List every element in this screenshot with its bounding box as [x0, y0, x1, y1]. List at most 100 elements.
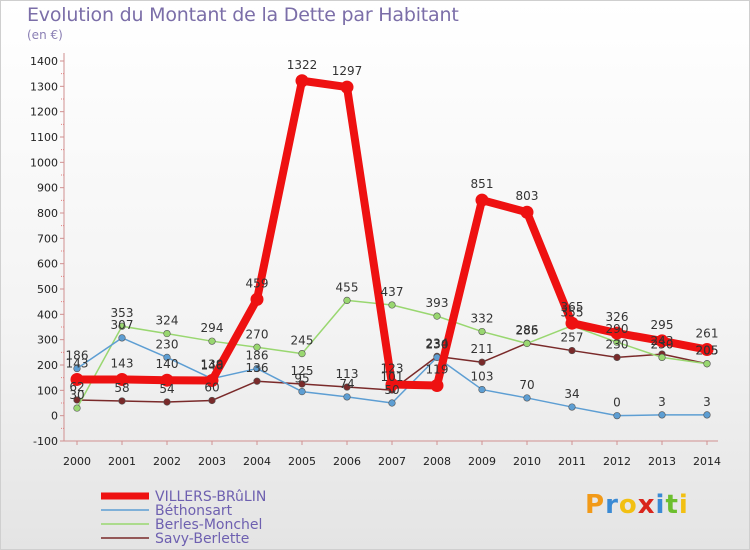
y-tick-label: 900: [37, 182, 58, 195]
legend-label: Berles-Monchel: [155, 517, 262, 533]
data-point: [568, 346, 576, 355]
data-point: [343, 393, 351, 401]
data-label: 295: [651, 318, 674, 332]
y-tick-label: 100: [37, 384, 58, 397]
data-point: [478, 385, 486, 394]
data-point: [655, 334, 669, 348]
data-label: 1322: [287, 58, 318, 72]
y-tick-label: -100: [33, 435, 58, 448]
data-label: 230: [651, 337, 674, 351]
y-tick-label: 1400: [30, 55, 58, 68]
data-label: 146: [201, 359, 224, 373]
y-tick-label: 300: [37, 334, 58, 347]
data-label: 294: [201, 321, 224, 335]
data-label: 140: [156, 357, 179, 371]
data-label: 851: [471, 177, 494, 191]
data-label: 326: [606, 310, 629, 324]
data-point: [520, 205, 534, 219]
data-label: 257: [561, 331, 584, 345]
y-tick-label: 700: [37, 232, 58, 245]
data-label: 365: [561, 300, 584, 314]
data-label: 393: [426, 296, 449, 310]
data-point: [208, 337, 216, 345]
data-point: [385, 378, 399, 392]
data-point: [610, 326, 624, 340]
data-label: 186: [66, 349, 89, 363]
logo-letter: x: [637, 490, 656, 520]
series-layer: [70, 74, 714, 420]
data-point: [73, 364, 81, 373]
x-tick-label: 2001: [108, 455, 136, 468]
x-tick-label: 2007: [378, 455, 406, 468]
data-point: [523, 394, 531, 402]
data-label: 186: [246, 349, 269, 363]
data-label: 0: [613, 396, 621, 410]
data-point: [163, 398, 171, 406]
data-point: [613, 353, 621, 362]
x-tick-label: 2009: [468, 455, 496, 468]
data-point: [388, 301, 396, 309]
data-point: [703, 411, 711, 419]
legend-label: VILLERS-BRûLIN: [155, 489, 266, 505]
y-tick-label: 600: [37, 258, 58, 271]
x-tick-label: 2013: [648, 455, 676, 468]
y-tick-label: 200: [37, 359, 58, 372]
y-tick-label: 1100: [30, 131, 58, 144]
x-tick-label: 2002: [153, 455, 181, 468]
legend-label: Savy-Berlette: [155, 531, 249, 547]
data-label: 437: [381, 285, 404, 299]
data-point: [433, 312, 441, 320]
data-label: 353: [111, 306, 134, 320]
y-tick-label: 1000: [30, 156, 58, 169]
data-label: 1297: [332, 64, 363, 78]
data-label: 101: [381, 370, 404, 384]
data-point: [478, 327, 486, 336]
x-tick-label: 2014: [693, 455, 721, 468]
x-tick-label: 2006: [333, 455, 361, 468]
data-label: 3: [703, 395, 711, 409]
data-point: [700, 343, 714, 357]
x-tick-label: 2004: [243, 455, 271, 468]
data-point: [298, 350, 306, 358]
data-label: 332: [471, 312, 494, 326]
data-label: 34: [564, 387, 579, 401]
data-label: 119: [426, 363, 449, 377]
data-point: [205, 373, 219, 387]
logo-letter: i: [678, 490, 689, 520]
data-label: 211: [471, 342, 494, 356]
data-label: 125: [291, 364, 314, 378]
data-label: 54: [159, 382, 174, 396]
data-point: [118, 334, 126, 342]
data-label: 286: [516, 323, 539, 337]
data-label: 123: [381, 362, 404, 376]
data-point: [208, 396, 216, 405]
data-label: 139: [201, 357, 224, 371]
data-label: 324: [156, 314, 179, 328]
data-point: [343, 383, 351, 391]
chart-subtitle: (en €): [27, 28, 63, 42]
data-label: 307: [111, 318, 134, 332]
data-label: 245: [291, 334, 314, 348]
data-label: 60: [204, 380, 219, 394]
y-tick-label: 800: [37, 207, 58, 220]
data-label: 50: [384, 383, 399, 397]
y-tick-label: 400: [37, 308, 58, 321]
data-point: [703, 360, 711, 368]
data-label: 234: [426, 336, 449, 350]
data-label: 30: [69, 388, 84, 402]
data-point: [658, 411, 666, 419]
data-point: [253, 377, 261, 385]
x-tick-label: 2003: [198, 455, 226, 468]
logo-letter: r: [605, 490, 619, 520]
x-tick-label: 2000: [63, 455, 91, 468]
data-label: 62: [69, 380, 84, 394]
data-point: [115, 372, 129, 386]
data-label: 230: [606, 337, 629, 351]
logo-letter: o: [618, 490, 638, 520]
x-tick-label: 2012: [603, 455, 631, 468]
data-point: [295, 74, 309, 88]
y-tick-label: 500: [37, 283, 58, 296]
x-tick-label: 2005: [288, 455, 316, 468]
data-point: [565, 316, 579, 330]
